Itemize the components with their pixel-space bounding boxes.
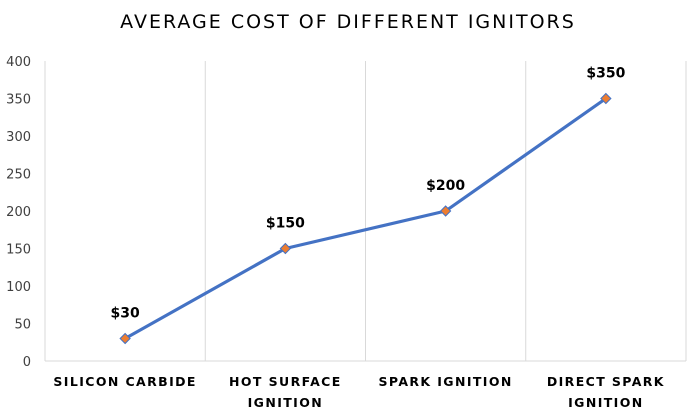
y-tick-label: 0: [23, 355, 31, 370]
data-labels: $30 $150 $200 $350: [111, 66, 626, 322]
series-line: [119, 92, 612, 345]
y-tick-label: 200: [6, 205, 31, 220]
y-tick-label: 50: [14, 318, 31, 333]
x-axis: SILICON CARBIDE HOT SURFACE IGNITION SPARK …: [53, 374, 665, 410]
x-tick-label: DIRECT SPARK: [547, 374, 665, 389]
data-point-marker: [600, 92, 612, 105]
x-tick-label: IGNITION: [568, 395, 644, 410]
y-tick-label: 300: [6, 130, 31, 145]
y-tick-label: 350: [6, 93, 31, 108]
x-tick-label: HOT SURFACE: [229, 374, 342, 389]
series-line-path: [124, 97, 607, 340]
y-tick-label: 250: [6, 168, 31, 183]
data-point-marker: [439, 205, 452, 217]
y-axis: 0 50 100 150 200 250 300 350 400: [6, 55, 31, 370]
y-tick-label: 150: [6, 243, 31, 258]
data-label: $200: [426, 178, 465, 194]
data-label: $30: [111, 306, 140, 322]
data-point-marker: [119, 332, 131, 345]
x-tick-label: SILICON CARBIDE: [53, 374, 196, 389]
data-label: $150: [266, 216, 305, 232]
x-tick-label: IGNITION: [248, 395, 324, 410]
x-tick-label: SPARK IGNITION: [379, 374, 513, 389]
y-tick-label: 400: [6, 55, 31, 70]
grid-lines: [44, 61, 687, 362]
y-tick-label: 100: [6, 280, 31, 295]
data-point-marker: [279, 242, 292, 255]
data-label: $350: [586, 66, 625, 82]
chart-title: AVERAGE COST OF DIFFERENT IGNITORS: [120, 11, 576, 33]
